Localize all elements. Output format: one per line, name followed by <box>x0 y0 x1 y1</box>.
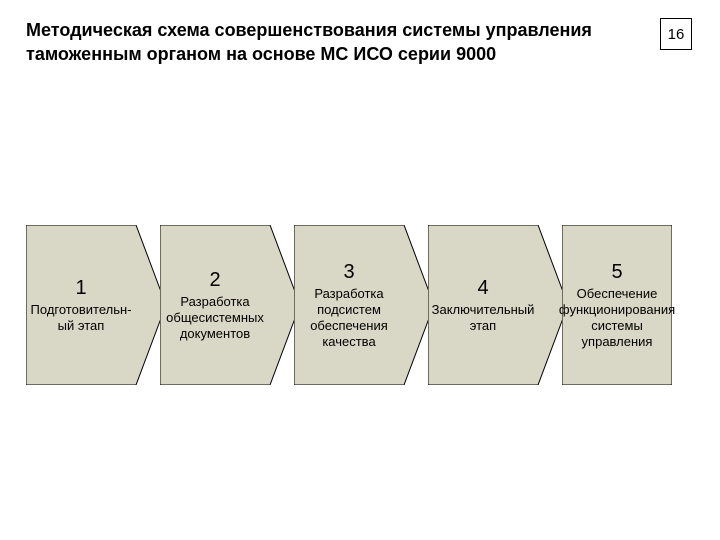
flow-step-text: 3Разработка подсистем обеспечения качест… <box>294 225 404 385</box>
flow-step-label: Разработка общесистемных документов <box>166 294 264 343</box>
flow-step-4: 4Заключительный этап <box>428 225 568 385</box>
page-number-box: 16 <box>660 18 692 50</box>
flow-step-label: Заключительный этап <box>432 302 535 335</box>
flow-step-text: 2Разработка общесистемных документов <box>160 225 270 385</box>
flow-step-2: 2Разработка общесистемных документов <box>160 225 300 385</box>
process-flowchart: 1Подготовительн-ый этап2Разработка общес… <box>26 225 694 385</box>
flow-step-text: 4Заключительный этап <box>428 225 538 385</box>
flow-step-number: 3 <box>343 260 354 284</box>
page-title: Методическая схема совершенствования сис… <box>26 18 630 67</box>
flow-step-number: 4 <box>477 276 488 300</box>
flow-step-5: 5Обеспечение функционирования системы уп… <box>562 225 672 385</box>
flow-step-label: Обеспечение функционирования системы упр… <box>559 286 675 351</box>
flow-step-label: Разработка подсистем обеспечения качеств… <box>300 286 398 351</box>
flow-step-3: 3Разработка подсистем обеспечения качест… <box>294 225 434 385</box>
flow-step-1: 1Подготовительн-ый этап <box>26 225 166 385</box>
header: Методическая схема совершенствования сис… <box>26 18 630 67</box>
flow-step-number: 2 <box>209 268 220 292</box>
flow-step-label: Подготовительн-ый этап <box>31 302 132 335</box>
flow-step-text: 5Обеспечение функционирования системы уп… <box>562 225 672 385</box>
flow-step-number: 1 <box>75 276 86 300</box>
page-number: 16 <box>668 26 685 43</box>
flow-step-number: 5 <box>611 260 622 284</box>
flow-step-text: 1Подготовительн-ый этап <box>26 225 136 385</box>
